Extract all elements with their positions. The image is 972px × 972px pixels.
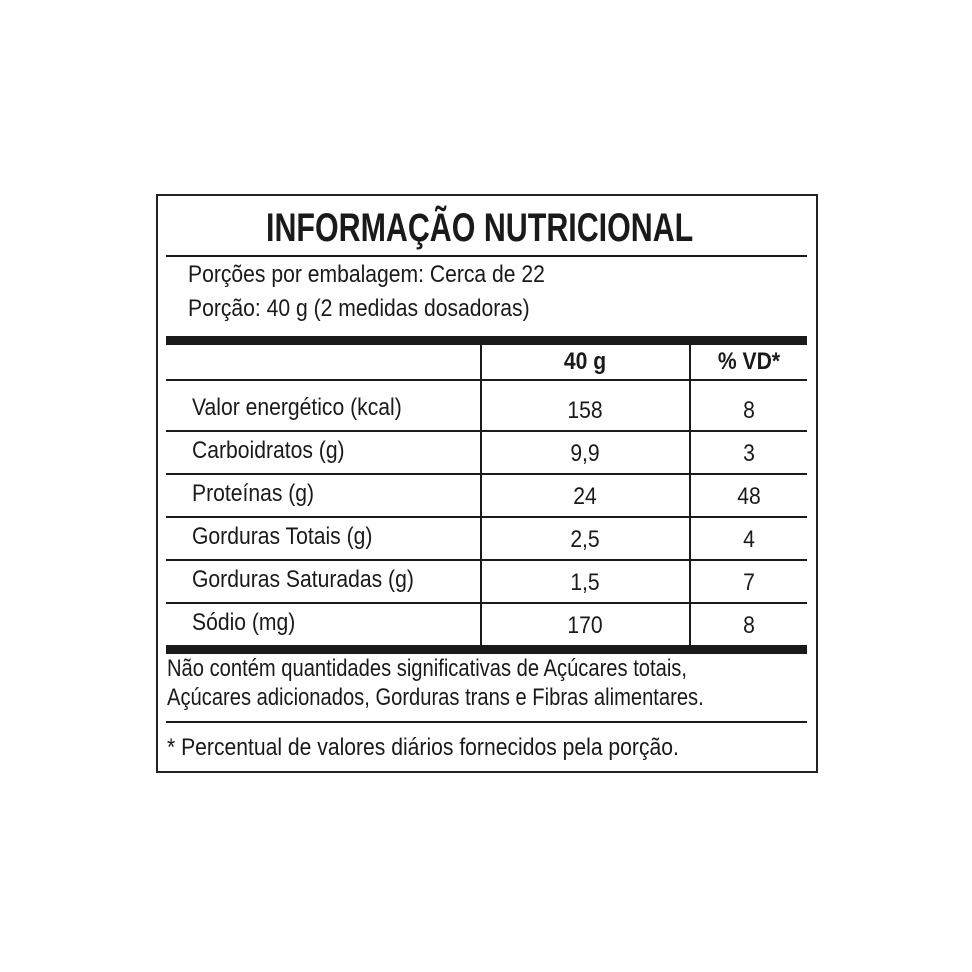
divider <box>166 721 807 723</box>
nutrient-label: Proteínas (g) <box>192 480 315 507</box>
nutrient-dv: 4 <box>743 526 755 553</box>
thick-divider <box>166 336 807 345</box>
row-divider <box>166 559 807 561</box>
row-divider <box>166 430 807 432</box>
serving-size: Porção: 40 g (2 medidas dosadoras) <box>188 295 530 322</box>
column-header-dv: % VD* <box>717 348 781 375</box>
divider <box>166 379 807 381</box>
nutrient-dv: 48 <box>737 483 761 510</box>
nutrient-amount: 158 <box>567 397 603 424</box>
row-divider <box>166 602 807 604</box>
nutrient-label: Valor energético (kcal) <box>192 394 402 421</box>
nutrition-facts-box <box>156 194 818 773</box>
column-header-amount: 40 g <box>563 348 607 375</box>
column-divider <box>689 345 691 646</box>
row-divider <box>166 473 807 475</box>
nutrient-amount: 24 <box>573 483 597 510</box>
nutrient-dv: 8 <box>743 612 755 639</box>
footnote-line: Açúcares adicionados, Gorduras trans e F… <box>167 684 704 711</box>
footnote-line: Não contém quantidades significativas de… <box>167 655 687 682</box>
divider <box>166 255 807 257</box>
nutrient-amount: 1,5 <box>570 569 600 596</box>
servings-per-package: Porções por embalagem: Cerca de 22 <box>188 261 545 288</box>
label-title: INFORMAÇÃO NUTRICIONAL <box>266 206 694 250</box>
nutrient-label: Carboidratos (g) <box>192 437 345 464</box>
nutrient-amount: 9,9 <box>570 440 600 467</box>
nutrient-dv: 8 <box>743 397 755 424</box>
nutrient-label: Gorduras Saturadas (g) <box>192 566 414 593</box>
row-divider <box>166 516 807 518</box>
column-divider <box>480 345 482 646</box>
nutrient-label: Gorduras Totais (g) <box>192 523 373 550</box>
nutrient-amount: 170 <box>567 612 603 639</box>
nutrient-dv: 3 <box>743 440 755 467</box>
footnote-dv: * Percentual de valores diários fornecid… <box>167 734 679 761</box>
nutrient-amount: 2,5 <box>570 526 600 553</box>
nutrient-dv: 7 <box>743 569 755 596</box>
thick-divider <box>166 645 807 654</box>
nutrient-label: Sódio (mg) <box>192 609 296 636</box>
